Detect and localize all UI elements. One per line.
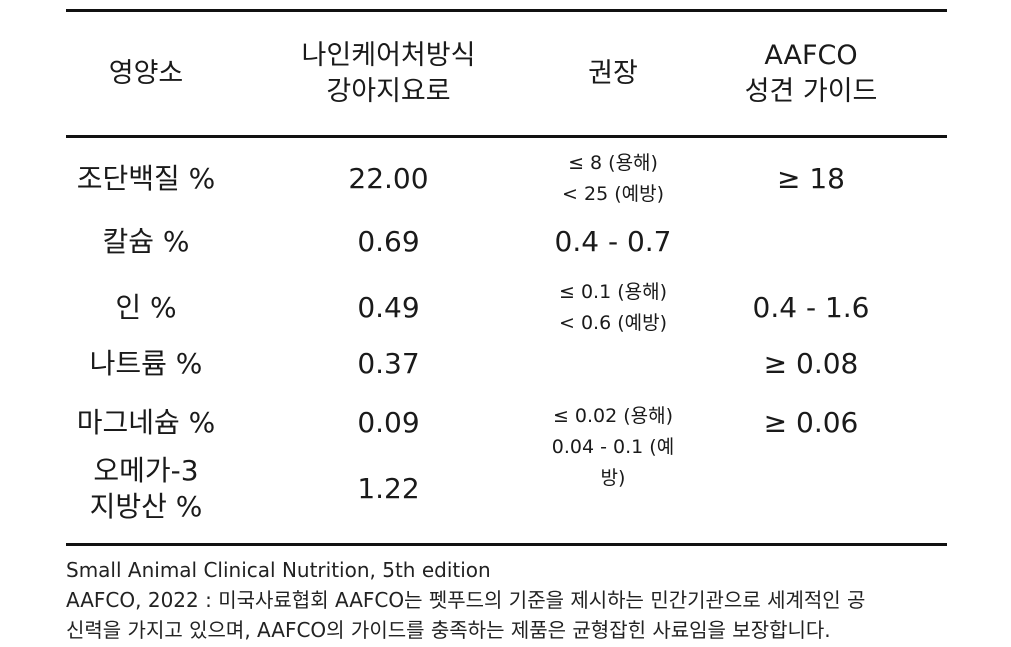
footnote-aafco-line1: AAFCO, 2022 : 미국사료협회 AAFCO는 펫푸드의 기준을 제시하…	[66, 588, 866, 612]
nutrition-table: 영양소 나인케어처방식 강아지요로 권장 AAFCO 성견 가이드 조단백질 %…	[66, 9, 947, 546]
nutrient-name: 마그네슘 %	[76, 406, 216, 439]
footnote-source: Small Animal Clinical Nutrition, 5th edi…	[66, 558, 491, 582]
recommended-value: ≤ 8 (용해) < 25 (예방)	[562, 152, 664, 205]
table-top-rule	[66, 9, 947, 12]
table-row: 나트륨 % 0.37 ≥ 0.08	[66, 344, 947, 384]
nutrient-name: 칼슘 %	[102, 225, 190, 258]
product-value: 1.22	[357, 472, 420, 505]
recommended-value: ≤ 0.02 (용해) 0.04 - 0.1 (예방)	[551, 405, 675, 489]
recommended-value: ≤ 0.1 (용해) < 0.6 (예방)	[558, 281, 667, 334]
footnote-aafco-line2: 신력을 가지고 있으며, AAFCO의 가이드를 충족하는 제품은 균형잡힌 사…	[66, 618, 831, 642]
table-body: 조단백질 % 22.00 ≤ 8 (용해) < 25 (예방) ≥ 18 칼슘 …	[66, 138, 947, 543]
nutrient-name: 인 %	[115, 291, 177, 324]
table-row: 오메가-3 지방산 % 1.22	[66, 450, 947, 528]
product-value: 22.00	[348, 162, 429, 195]
table-row: 인 % 0.49 ≤ 0.1 (용해) < 0.6 (예방) 0.4 - 1.6	[66, 277, 947, 339]
aafco-value: ≥ 0.08	[763, 347, 859, 380]
footnote: Small Animal Clinical Nutrition, 5th edi…	[66, 555, 966, 645]
nutrient-name: 오메가-3 지방산 %	[89, 454, 203, 523]
product-value: 0.09	[357, 406, 420, 439]
aafco-value: ≥ 18	[777, 162, 845, 195]
header-product: 나인케어처방식 강아지요로	[301, 39, 476, 107]
aafco-value	[675, 222, 947, 262]
recommended-value	[551, 450, 675, 528]
product-value: 0.37	[357, 347, 420, 380]
header-recommended: 권장	[588, 57, 638, 89]
table-row: 조단백질 % 22.00 ≤ 8 (용해) < 25 (예방) ≥ 18	[66, 152, 947, 205]
table-header: 영양소 나인케어처방식 강아지요로 권장 AAFCO 성견 가이드	[66, 12, 947, 135]
recommended-value	[551, 344, 675, 384]
aafco-value: ≥ 0.06	[763, 406, 859, 439]
table-bottom-rule	[66, 543, 947, 546]
aafco-value: 0.4 - 1.6	[752, 291, 870, 324]
table-header-rule	[66, 135, 947, 138]
header-aafco: AAFCO 성견 가이드	[744, 39, 878, 107]
aafco-value	[675, 450, 947, 528]
table-row: 마그네슘 % 0.09 ≤ 0.02 (용해) 0.04 - 0.1 (예방) …	[66, 401, 947, 489]
product-value: 0.69	[357, 225, 420, 258]
table-row: 칼슘 % 0.69 0.4 - 0.7	[66, 222, 947, 262]
nutrient-name: 조단백질 %	[76, 162, 216, 195]
nutrient-name: 나트륨 %	[89, 347, 203, 380]
recommended-value: 0.4 - 0.7	[554, 225, 672, 258]
header-nutrient: 영양소	[108, 57, 184, 89]
product-value: 0.49	[357, 291, 420, 324]
